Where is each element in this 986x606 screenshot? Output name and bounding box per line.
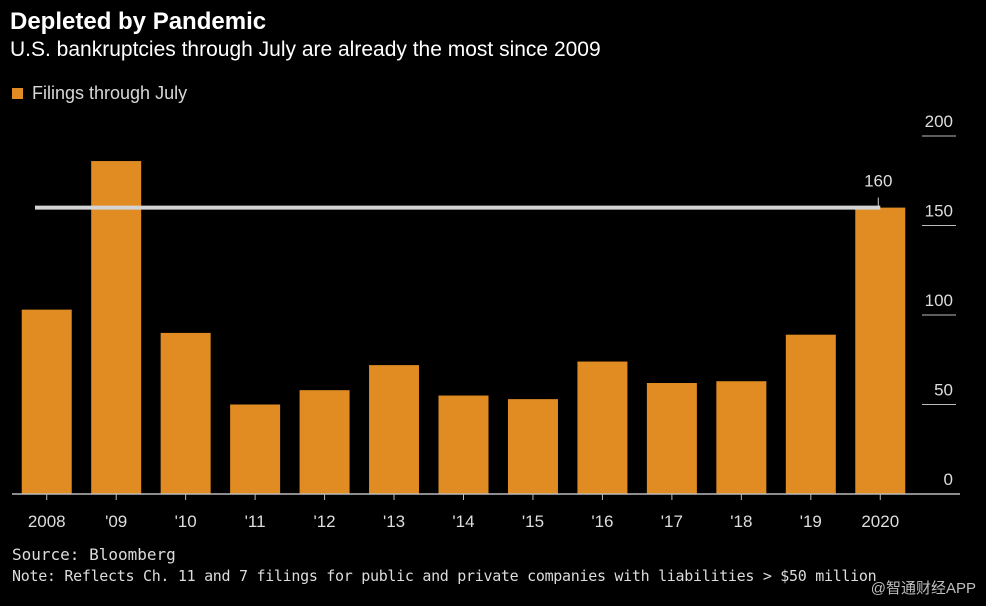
- x-tick-label: 2008: [28, 512, 66, 531]
- bar: [438, 395, 489, 494]
- source-note: Source: Bloomberg: [12, 545, 176, 564]
- bar: [577, 361, 628, 494]
- bar: [785, 334, 836, 494]
- x-tick-label: '13: [383, 512, 405, 531]
- x-tick-label: '14: [452, 512, 474, 531]
- x-tick-label: '11: [245, 512, 266, 531]
- bar: [716, 381, 767, 494]
- x-tick-label: '10: [175, 512, 197, 531]
- x-tick-label: '15: [522, 512, 544, 531]
- watermark: @智通财经APP: [870, 580, 976, 597]
- bar: [646, 383, 697, 494]
- x-tick-label: '18: [730, 512, 752, 531]
- bar: [91, 161, 142, 494]
- chart-title: Depleted by Pandemic: [10, 8, 267, 35]
- y-tick-label: 200: [925, 112, 953, 131]
- chart-legend: Filings through July: [12, 82, 187, 104]
- bar: [160, 332, 211, 494]
- x-tick-label: '16: [591, 512, 613, 531]
- x-tick-label: '09: [105, 512, 127, 531]
- footnote: Note: Reflects Ch. 11 and 7 filings for …: [12, 567, 877, 585]
- bar: [507, 399, 558, 494]
- bar: [21, 309, 72, 494]
- bar: [855, 207, 906, 494]
- y-tick-label: 0: [944, 470, 953, 489]
- y-tick-label: 150: [925, 202, 953, 221]
- reference-line-label: 160: [864, 172, 892, 191]
- y-tick-label: 100: [925, 291, 953, 310]
- bar: [230, 404, 281, 494]
- y-tick-label: 50: [934, 381, 953, 400]
- legend-swatch: [12, 87, 23, 99]
- x-tick-label: 2020: [861, 512, 899, 531]
- x-tick-label: '17: [661, 512, 683, 531]
- legend-label: Filings through July: [32, 82, 188, 103]
- x-tick-label: '12: [313, 512, 335, 531]
- x-tick-label: '19: [800, 512, 822, 531]
- bar: [369, 365, 420, 494]
- bar: [299, 390, 350, 494]
- chart-subtitle: U.S. bankruptcies through July are alrea…: [10, 38, 601, 61]
